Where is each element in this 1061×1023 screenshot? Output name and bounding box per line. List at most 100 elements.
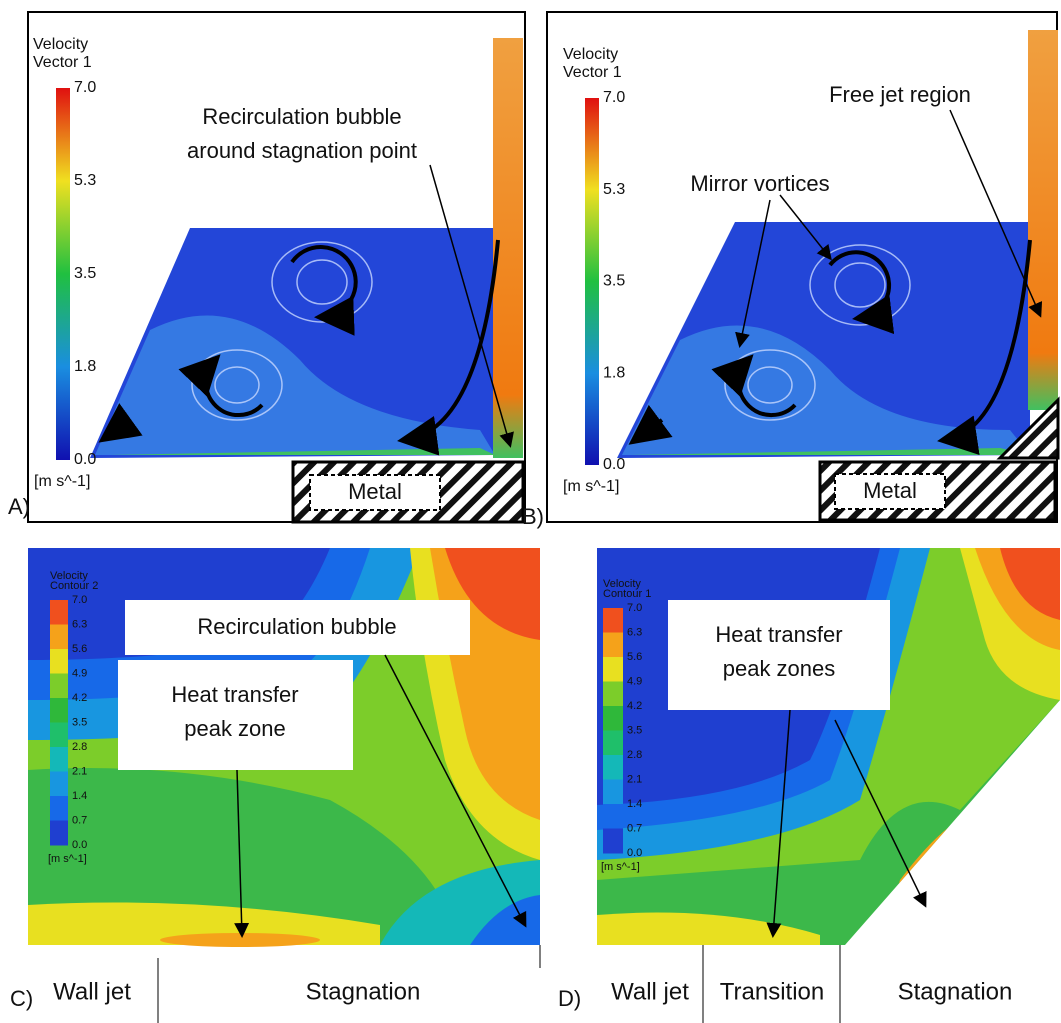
colorbar-tick-label: 7.0 bbox=[603, 89, 625, 106]
leader-line bbox=[429, 164, 514, 448]
contour bbox=[1000, 548, 1060, 620]
region-label: Stagnation bbox=[306, 978, 421, 1005]
colorbar-tick-label: 6.3 bbox=[72, 618, 87, 630]
legend-title: Velocity bbox=[563, 46, 618, 63]
metal-label: Metal bbox=[348, 479, 402, 504]
colorbar-tick-label: 2.8 bbox=[627, 749, 642, 761]
colorbar-band bbox=[50, 649, 68, 674]
colorbar-band bbox=[603, 755, 623, 780]
colorbar-band bbox=[50, 600, 68, 625]
colorbar-tick-label: 3.5 bbox=[603, 273, 625, 290]
colorbar-tick-label: 2.1 bbox=[627, 773, 642, 785]
wall-jet bbox=[630, 448, 1030, 455]
colorbar-band bbox=[50, 771, 68, 797]
colorbar-tick-label: 0.0 bbox=[72, 839, 87, 851]
region-label: Stagnation bbox=[898, 978, 1013, 1005]
metal-box bbox=[309, 474, 441, 511]
colorbar-tick-label: 4.9 bbox=[627, 675, 642, 687]
colorbar bbox=[56, 88, 70, 460]
jet bbox=[1028, 30, 1058, 410]
legend-subtitle: Vector 1 bbox=[563, 64, 622, 81]
contour bbox=[160, 933, 320, 947]
colorbar-band bbox=[50, 820, 68, 846]
contour bbox=[597, 912, 820, 945]
colorbar-band bbox=[603, 804, 623, 829]
panel-c: Recirculation bubble Heat transfer peak … bbox=[10, 548, 541, 1023]
panel-label: D) bbox=[558, 986, 581, 1011]
panel-b: Metal Free jet region Mirror vortices B) bbox=[522, 11, 1060, 529]
panel-label: A) bbox=[8, 494, 30, 519]
colorbar-tick-label: 4.2 bbox=[72, 692, 87, 704]
panel-label: C) bbox=[10, 986, 33, 1011]
colorbar-band bbox=[603, 657, 623, 682]
annotation-box bbox=[668, 600, 890, 710]
annotation: Mirror vortices bbox=[690, 171, 829, 196]
colorbar-tick-label: 1.8 bbox=[74, 358, 96, 375]
colorbar-band bbox=[603, 632, 623, 658]
vortex-arrows bbox=[628, 239, 1032, 456]
colorbar-band bbox=[603, 730, 623, 756]
annotation: around stagnation point bbox=[187, 138, 417, 163]
colorbar-tick-label: 1.4 bbox=[627, 798, 642, 810]
colorbar-tick-label: 5.3 bbox=[74, 172, 96, 189]
colorbar-band bbox=[50, 673, 68, 699]
colorbar-tick-label: 0.0 bbox=[603, 456, 625, 473]
legend-subtitle: Contour 2 bbox=[50, 580, 98, 592]
colorbar-band bbox=[50, 722, 68, 748]
annotation: peak zone bbox=[184, 716, 286, 741]
vortex-arrows bbox=[98, 239, 500, 456]
legend-title: Velocity bbox=[50, 570, 88, 582]
colorbar-tick-label: 5.6 bbox=[627, 651, 642, 663]
colorbar-band bbox=[603, 779, 623, 805]
contour bbox=[470, 895, 540, 945]
legend-subtitle: Contour 1 bbox=[603, 588, 651, 600]
contour bbox=[445, 548, 540, 640]
leader-lines bbox=[234, 654, 527, 938]
colorbar-tick-label: 0.7 bbox=[72, 814, 87, 826]
legend-title: Velocity bbox=[33, 36, 88, 53]
vector-field-low bbox=[95, 315, 495, 455]
colorbar-tick-label: 4.2 bbox=[627, 700, 642, 712]
region-label: Transition bbox=[720, 978, 824, 1005]
annotation: Recirculation bubble bbox=[202, 104, 401, 129]
metal-label: Metal bbox=[863, 478, 917, 503]
colorbar-tick-label: 7.0 bbox=[74, 79, 96, 96]
colorbar-band bbox=[50, 624, 68, 650]
colorbar-tick-label: 0.0 bbox=[74, 451, 96, 468]
colorbar-tick-label: 3.5 bbox=[72, 716, 87, 728]
panel-a: Metal Recirculation bubble around stagna… bbox=[8, 11, 526, 524]
colorbar-tick-label: 5.3 bbox=[603, 181, 625, 198]
colorbar-band bbox=[603, 706, 623, 731]
legend-title: Velocity bbox=[603, 578, 641, 590]
colorbar-tick-label: 7.0 bbox=[627, 602, 642, 614]
region-label: Wall jet bbox=[611, 978, 689, 1005]
colorbar-tick-label: 7.0 bbox=[72, 594, 87, 606]
legend-unit: [m s^-1] bbox=[34, 473, 90, 490]
colorbar-band bbox=[50, 796, 68, 821]
colorbar-band bbox=[603, 828, 623, 854]
legend-unit: [m s^-1] bbox=[601, 861, 640, 873]
colorbar-tick-label: 5.6 bbox=[72, 643, 87, 655]
colorbar-tick-label: 3.5 bbox=[74, 265, 96, 282]
metal-wedge bbox=[996, 396, 1060, 460]
legend-unit: [m s^-1] bbox=[563, 478, 619, 495]
colorbar-tick-label: 6.3 bbox=[627, 626, 642, 638]
leader-lines bbox=[735, 109, 1043, 348]
contour bbox=[28, 902, 380, 945]
colorbar-tick-label: 1.4 bbox=[72, 790, 87, 802]
colorbar-tick-label: 4.9 bbox=[72, 667, 87, 679]
colorbar-band bbox=[603, 608, 623, 633]
colorbar-band bbox=[603, 681, 623, 707]
annotation: Heat transfer bbox=[715, 622, 842, 647]
colorbar bbox=[585, 98, 599, 465]
colorbar-tick-label: 0.7 bbox=[627, 822, 642, 834]
annotation: Free jet region bbox=[829, 82, 971, 107]
region-label: Wall jet bbox=[53, 978, 131, 1005]
colorbar-tick-label: 0.0 bbox=[627, 847, 642, 859]
legend-unit: [m s^-1] bbox=[48, 853, 87, 865]
colorbar-tick-label: 3.5 bbox=[627, 724, 642, 736]
colorbar-tick-label: 2.8 bbox=[72, 741, 87, 753]
leader-lines bbox=[766, 709, 927, 938]
panel-d: Heat transfer peak zones D) Wall jet Tra… bbox=[558, 548, 1060, 1023]
